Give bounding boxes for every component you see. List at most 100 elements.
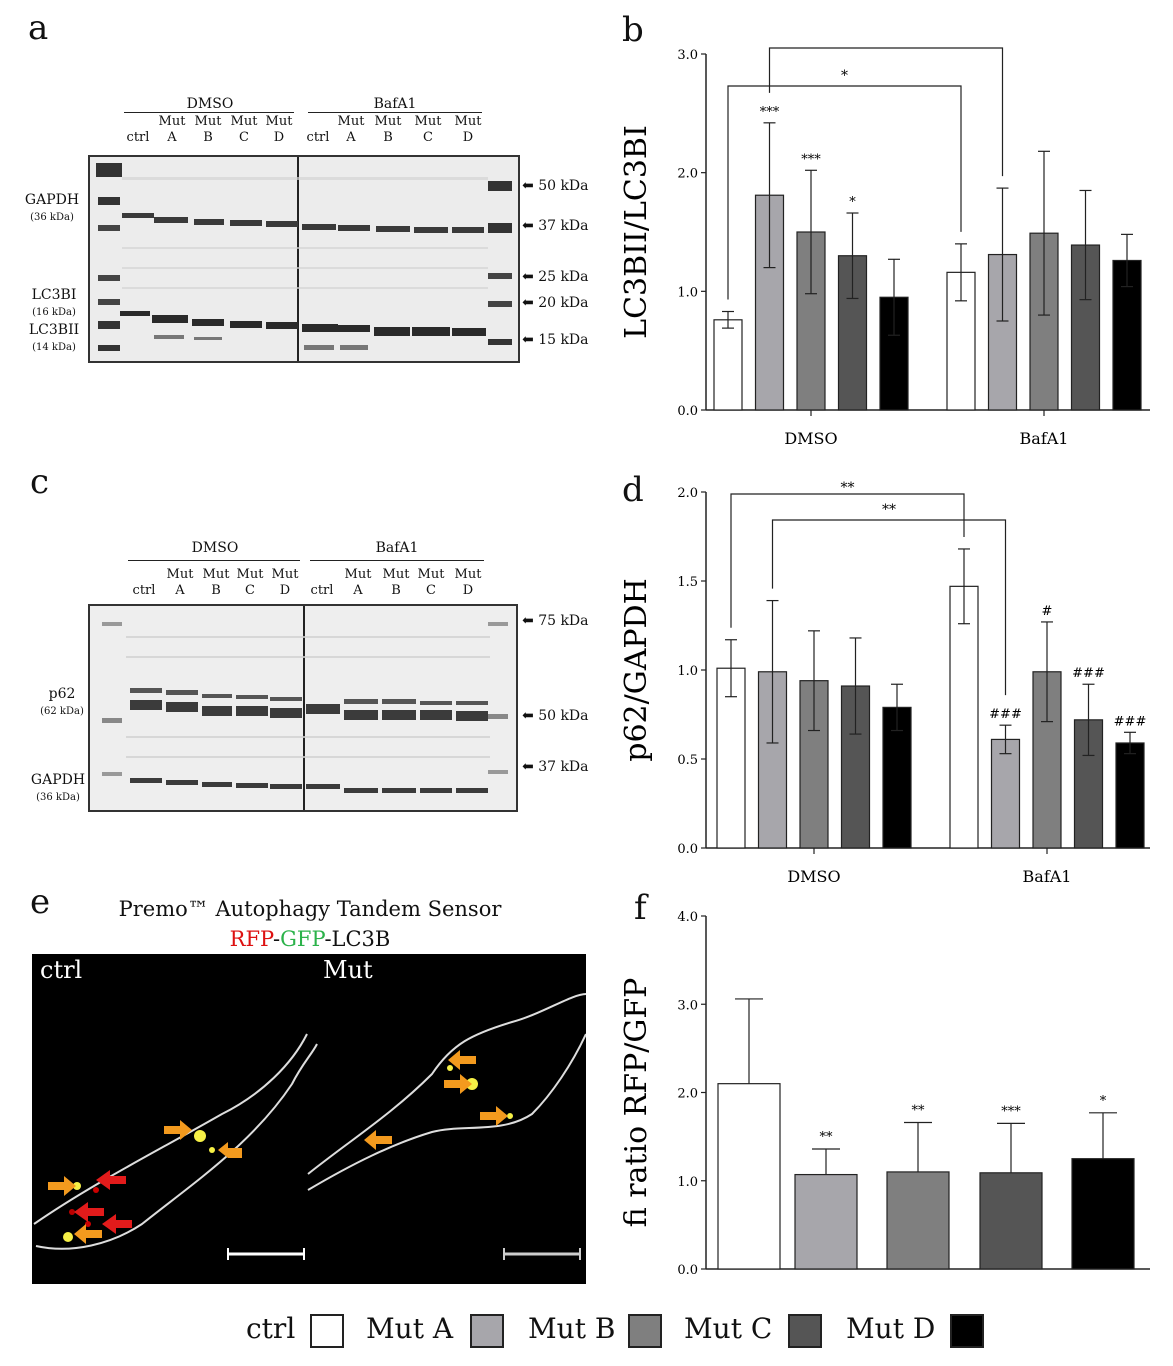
bar [990, 738, 1021, 849]
blot-c-lane-label: Mut D [271, 567, 299, 598]
panel-letter-b: b [622, 10, 644, 50]
micro-label-mut: Mut [323, 956, 373, 984]
panel-letter-f: f [634, 888, 647, 928]
significance-label: * [849, 195, 856, 210]
x-tick-label: BafA1 [1020, 429, 1069, 448]
bar [979, 1172, 1043, 1270]
chart-d: 0.00.51.01.52.0p62/GAPDHDMSO##########Ba… [619, 480, 1150, 886]
y-tick-label: 1.5 [677, 575, 698, 590]
significance-label: ** [820, 1130, 834, 1145]
y-tick-label: 0.5 [677, 753, 698, 768]
significance-label: *** [1001, 1104, 1021, 1119]
blot-c-lane-label: Mut D [454, 567, 482, 598]
blot-c-lane-label: Mut A [166, 567, 194, 598]
panel-letter-a: a [28, 8, 49, 48]
significance-label: ** [912, 1104, 926, 1119]
y-tick-label: 0.0 [677, 404, 698, 419]
significance-bracket [730, 493, 965, 628]
blot-a-protein-lc3bi: LC3BI (16 kDa) [31, 287, 77, 318]
y-axis-label: p62/GAPDH [619, 578, 654, 762]
blot-c-protein-p62: p62 (62 kDa) [40, 686, 84, 717]
y-tick-label: 0.0 [677, 842, 698, 857]
panel-letter-c: c [30, 462, 50, 502]
bar [713, 319, 743, 411]
significance-bracket [768, 47, 1004, 177]
blot-a-lane-label: Mut C [414, 114, 442, 145]
blot-c-marker: ⬅ 75 kDa [522, 613, 589, 629]
y-axis-label: fi ratio RFP/GFP [619, 978, 654, 1228]
significance-bracket [771, 519, 1007, 696]
panel-letter-d: d [622, 470, 644, 510]
significance-label: ### [989, 707, 1022, 722]
significance-label: *** [801, 152, 821, 167]
micro-title: Premo™ Autophagy Tandem Sensor [118, 897, 502, 921]
significance-label: # [1042, 604, 1053, 619]
blot-a-group-dmso: DMSO [186, 96, 234, 112]
blot-c-lane-label: Mut C [236, 567, 264, 598]
bar [794, 1173, 858, 1270]
legend-label: ctrl [246, 1312, 296, 1345]
blot-a-marker: ⬅ 15 kDa [522, 332, 589, 348]
significance-label: ** [882, 502, 896, 518]
x-tick-label: BafA1 [1023, 867, 1072, 886]
blot-c-lane-label: Mut C [417, 567, 445, 598]
blot-a-group-line [308, 112, 482, 113]
bar [717, 1083, 781, 1270]
blot-a-lane-label: Mut D [454, 114, 482, 145]
blot-a-lane-label: Mut A [158, 114, 186, 145]
y-tick-label: 0.0 [677, 1263, 698, 1278]
legend-label: Mut C [684, 1312, 773, 1345]
x-tick-label: DMSO [787, 867, 840, 886]
bar [1071, 1158, 1135, 1270]
y-tick-label: 1.0 [677, 1175, 698, 1190]
y-tick-label: 2.0 [677, 486, 698, 501]
blot-a-group-line [124, 112, 294, 113]
blot-a-marker: ⬅ 37 kDa [522, 218, 589, 234]
legend-label: Mut B [528, 1312, 616, 1345]
micro-label-ctrl: ctrl [40, 956, 83, 984]
blot-a-marker: ⬅ 25 kDa [522, 269, 589, 285]
blot-a-protein-gapdh: GAPDH (36 kDa) [24, 192, 80, 223]
bar [716, 667, 746, 849]
y-tick-label: 3.0 [677, 48, 698, 63]
significance-label: ** [841, 480, 855, 496]
blot-a-lane-label: ctrl [306, 130, 330, 145]
blot-a-lane-label: Mut B [374, 114, 402, 145]
blot-c-lane-label: Mut A [344, 567, 372, 598]
blot-a-membrane [88, 155, 520, 363]
y-tick-label: 4.0 [677, 910, 698, 925]
legend-swatch-mut-d [950, 1314, 984, 1348]
blot-c-group-line [128, 560, 300, 561]
blot-a-group-bafa1: BafA1 [373, 96, 417, 112]
legend-label: Mut D [846, 1312, 936, 1345]
blot-c-marker: ⬅ 37 kDa [522, 759, 589, 775]
blot-c-lane-label: ctrl [310, 583, 334, 598]
blot-a-lane-label: Mut A [337, 114, 365, 145]
chart-f: 0.01.02.03.04.0fi ratio RFP/GFP **** **** [619, 910, 1150, 1278]
blot-c-group-bafa1: BafA1 [375, 540, 419, 556]
bar [1115, 742, 1145, 849]
y-tick-label: 3.0 [677, 998, 698, 1013]
blot-c-lane-label: Mut B [202, 567, 230, 598]
blot-c-group-dmso: DMSO [191, 540, 239, 556]
significance-label: ### [1114, 714, 1147, 729]
y-axis-label: LC3BII/LC3BI [619, 125, 654, 339]
significance-label: * [841, 68, 848, 84]
micro-subtitle: RFP-GFP-LC3B [229, 927, 391, 951]
blot-a-marker: ⬅ 50 kDa [522, 178, 589, 194]
blot-c-protein-gapdh: GAPDH (36 kDa) [30, 772, 86, 803]
y-tick-label: 2.0 [677, 1087, 698, 1102]
y-tick-label: 2.0 [677, 167, 698, 182]
blot-a-lane-label: Mut C [230, 114, 258, 145]
x-tick-label: DMSO [784, 429, 837, 448]
bar [949, 585, 979, 849]
significance-label: *** [760, 105, 780, 120]
significance-bracket [727, 85, 962, 300]
legend-label: Mut A [366, 1312, 454, 1345]
y-tick-label: 1.0 [677, 664, 698, 679]
legend-swatch-mut-b [628, 1314, 662, 1348]
blot-a-lane-label: ctrl [126, 130, 150, 145]
blot-c-lane-label: ctrl [132, 583, 156, 598]
blot-c-group-line [310, 560, 484, 561]
